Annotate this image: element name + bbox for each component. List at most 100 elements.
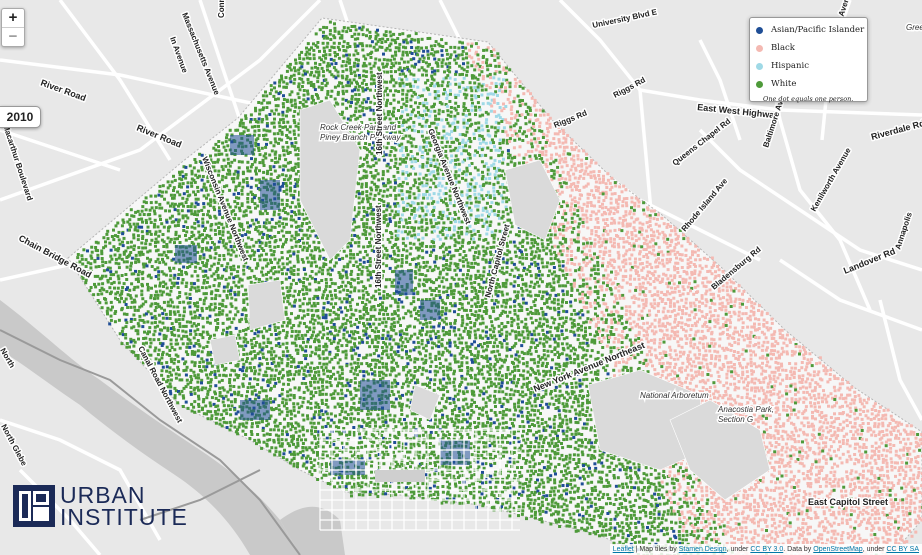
population-dot-block (689, 260, 693, 264)
population-dot-block (190, 262, 194, 266)
population-dot-block (441, 58, 445, 62)
population-dot-block (572, 162, 576, 166)
population-dot-block (546, 261, 549, 265)
population-dot-block (238, 206, 241, 210)
population-dot-block (406, 89, 410, 93)
population-dot-block (477, 95, 480, 98)
population-dot-block (296, 112, 300, 116)
population-dot-block (301, 80, 305, 84)
population-dot-block (248, 206, 252, 210)
population-dot-block (233, 224, 236, 228)
population-dot-block (472, 254, 476, 258)
population-dot-block (280, 229, 284, 233)
population-dot-block (268, 113, 272, 116)
population-dot-block (453, 173, 457, 177)
population-dot-block (442, 254, 446, 258)
population-dot-block (404, 156, 408, 160)
population-dot-block (512, 124, 516, 128)
population-dot-block (360, 164, 364, 168)
population-dot-block (324, 78, 328, 82)
population-dot-block (558, 130, 562, 133)
population-dot-block (570, 261, 574, 265)
population-dot-block (290, 245, 294, 249)
population-dot-block (434, 126, 438, 130)
population-dot-block (602, 226, 606, 230)
population-dot-block (228, 128, 232, 132)
population-dot-block (590, 158, 594, 162)
population-dot-block (574, 240, 578, 244)
population-dot-block (462, 118, 466, 122)
population-dot-block (290, 104, 294, 108)
population-dot-block (580, 268, 584, 272)
population-dot-block (316, 66, 320, 70)
population-dot-block (568, 245, 572, 249)
population-dot-block (393, 252, 397, 256)
population-dot-block (242, 264, 246, 268)
population-dot-block (198, 174, 201, 178)
population-dot-block (394, 70, 397, 74)
river-shape (280, 506, 345, 555)
population-dot-block (446, 84, 450, 88)
population-dot-block (566, 172, 570, 176)
population-dot-block (436, 97, 440, 101)
population-dot-block (590, 266, 594, 270)
population-dot-block (485, 84, 489, 88)
population-dot-block (233, 217, 236, 221)
population-dot-block (390, 74, 393, 78)
population-dot-block (422, 68, 426, 72)
population-dot-block (392, 93, 396, 97)
river-shape (0, 300, 300, 555)
population-dot-block (373, 193, 377, 197)
population-dot-block (386, 38, 390, 41)
population-dot-block (262, 164, 266, 167)
population-dot-block (700, 266, 704, 270)
population-dot-block (445, 157, 449, 161)
population-dot-block (443, 88, 446, 92)
population-dot-block (226, 144, 230, 148)
population-dot-block (217, 190, 221, 194)
population-dot-block (254, 218, 258, 222)
population-dot-block (497, 174, 501, 178)
population-dot-block (113, 253, 117, 257)
population-dot-block (76, 256, 80, 260)
population-dot-block (464, 178, 468, 182)
population-dot-block (469, 201, 473, 205)
population-dot-block (653, 270, 657, 274)
population-dot-block (414, 214, 418, 217)
population-dot-block (425, 101, 429, 105)
population-dot-block (501, 200, 505, 204)
population-dot-block (306, 81, 310, 85)
population-dot-block (466, 184, 470, 188)
population-dot-block (569, 225, 572, 229)
population-dot-block (104, 274, 108, 278)
population-dot-block (640, 228, 644, 232)
population-dot-block (234, 254, 238, 258)
population-dot-block (430, 105, 434, 109)
population-dot-block (602, 229, 606, 233)
population-dot-block (323, 49, 326, 53)
population-dot-block (372, 133, 376, 137)
population-dot-block (409, 72, 413, 76)
population-dot-block (169, 274, 173, 278)
population-dot-block (484, 252, 488, 256)
population-dot-block (302, 233, 306, 237)
population-dot-block (456, 248, 460, 252)
population-dot-block (232, 250, 236, 254)
population-dot-block (270, 253, 274, 257)
population-dot-block (418, 172, 422, 176)
population-dot-block (446, 217, 450, 221)
population-dot-block (462, 102, 466, 106)
population-dot-block (414, 160, 418, 164)
population-dot-block (328, 32, 332, 36)
population-dot-block (266, 101, 270, 105)
population-dot-block (446, 65, 450, 69)
population-dot-block (405, 221, 409, 225)
population-dot-block (264, 133, 268, 137)
population-dot-block (460, 140, 464, 144)
population-dot-block (132, 272, 136, 276)
population-dot-block (372, 249, 376, 253)
population-dot-block (386, 70, 389, 74)
population-dot-block (460, 226, 464, 229)
population-dot-block (192, 233, 196, 237)
